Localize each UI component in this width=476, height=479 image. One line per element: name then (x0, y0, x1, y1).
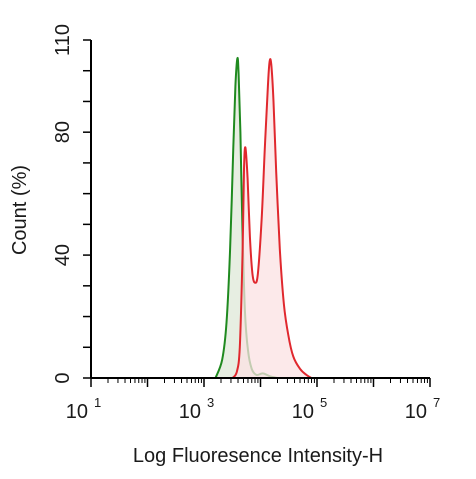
y-tick-label: 110 (52, 24, 74, 56)
x-tick-label-base: 10 (179, 401, 201, 423)
y-tick-label: 80 (52, 121, 74, 143)
y-tick-label: 40 (52, 244, 74, 266)
x-tick-label-exponent: 7 (433, 395, 440, 410)
x-tick-label-exponent: 3 (207, 395, 214, 410)
y-tick-label: 0 (52, 372, 74, 383)
x-tick-label-base: 10 (292, 401, 314, 423)
plot-area (214, 56, 313, 379)
x-axis-ticks: 10 1 10 3 10 5 10 7 (66, 378, 440, 423)
series-1-area (215, 57, 278, 378)
y-axis-label: Count (%) (9, 165, 31, 255)
series-2-line (231, 58, 313, 379)
x-axis-label: Log Fluoresence Intensity-H (133, 445, 383, 467)
series-2-area (232, 59, 312, 378)
x-tick-label-base: 10 (405, 401, 427, 423)
x-tick-label-base: 10 (66, 401, 88, 423)
y-axis-ticks: 0 40 80 110 (52, 24, 91, 384)
x-tick-label-exponent: 1 (94, 395, 101, 410)
x-tick-label-exponent: 5 (320, 395, 327, 410)
